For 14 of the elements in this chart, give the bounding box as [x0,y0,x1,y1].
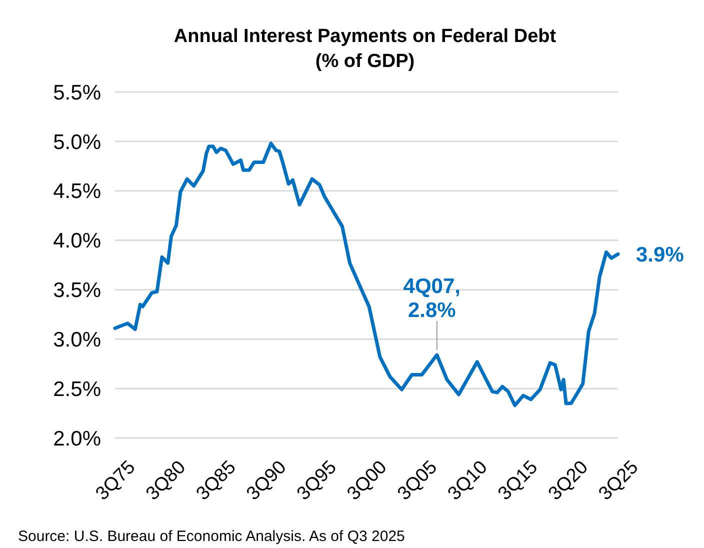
y-tick-label: 3.5% [53,279,101,302]
source-note: Source: U.S. Bureau of Economic Analysis. As of Q3 2025 [18,528,405,545]
y-tick-label: 4.0% [53,230,101,253]
annotation: 3.9% [636,243,684,266]
y-tick-label: 3.0% [53,328,101,352]
y-tick-label: 2.5% [53,378,101,401]
chart-title: Annual Interest Payments on Federal Debt [174,26,557,47]
y-tick-label: 5.5% [53,81,101,104]
y-tick-label: 2.0% [53,427,101,450]
y-tick-label: 4.5% [53,180,101,204]
line-series [113,142,620,408]
y-tick-label: 5.0% [53,130,101,154]
chart-subtitle: (% of GDP) [315,51,415,72]
annotation: 4Q07, 2.8% [403,274,461,322]
